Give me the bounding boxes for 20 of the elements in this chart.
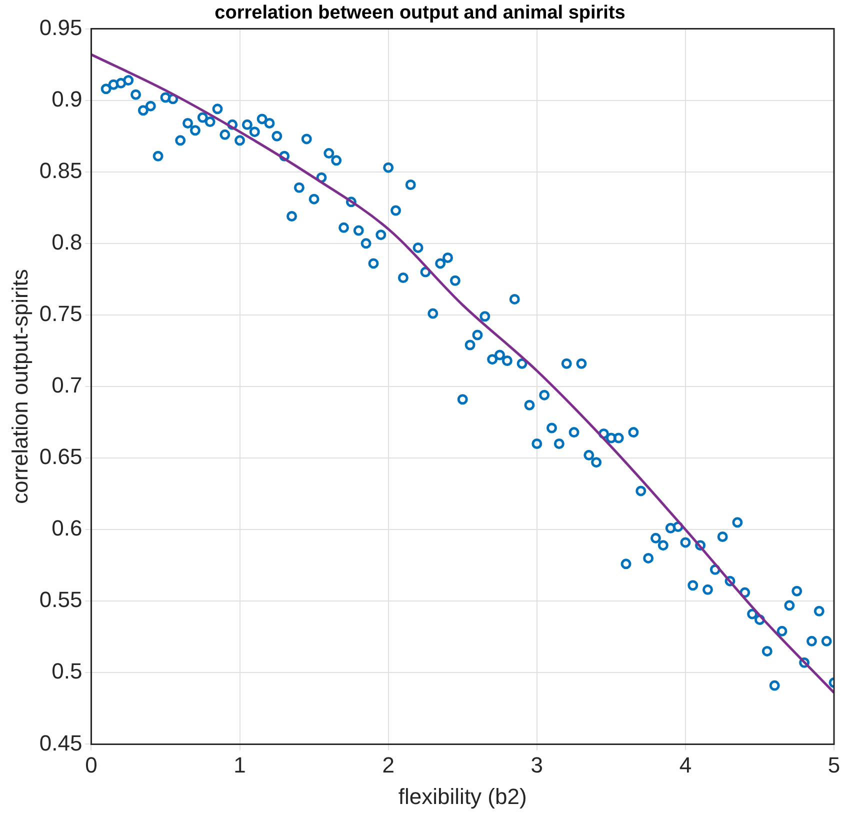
y-tick-label: 0.95 [39, 14, 82, 40]
x-tick-label: 1 [234, 752, 246, 778]
y-tick-label: 0.55 [39, 587, 82, 612]
chart-title: correlation between output and animal spirits [214, 2, 626, 24]
y-tick-label: 0.75 [39, 301, 82, 326]
y-tick-label: 0.45 [39, 730, 82, 756]
x-tick-label: 2 [382, 752, 394, 778]
y-tick-label: 0.65 [39, 444, 82, 470]
y-tick-label: 0.5 [52, 658, 82, 684]
y-tick-label: 0.8 [52, 229, 82, 254]
y-tick-label: 0.7 [52, 372, 82, 398]
x-tick-label: 4 [679, 752, 692, 778]
x-tick-label: 3 [530, 752, 544, 778]
y-tick-label: 0.6 [52, 516, 82, 541]
y-tick-label: 0.9 [52, 86, 82, 112]
y-axis-title: correlation output-spirits [7, 269, 32, 504]
x-tick-label: 5 [828, 752, 840, 778]
y-tick-label: 0.85 [39, 158, 82, 183]
x-tick-label: 0 [85, 752, 98, 778]
x-axis-title: flexibility (b2) [398, 784, 527, 809]
